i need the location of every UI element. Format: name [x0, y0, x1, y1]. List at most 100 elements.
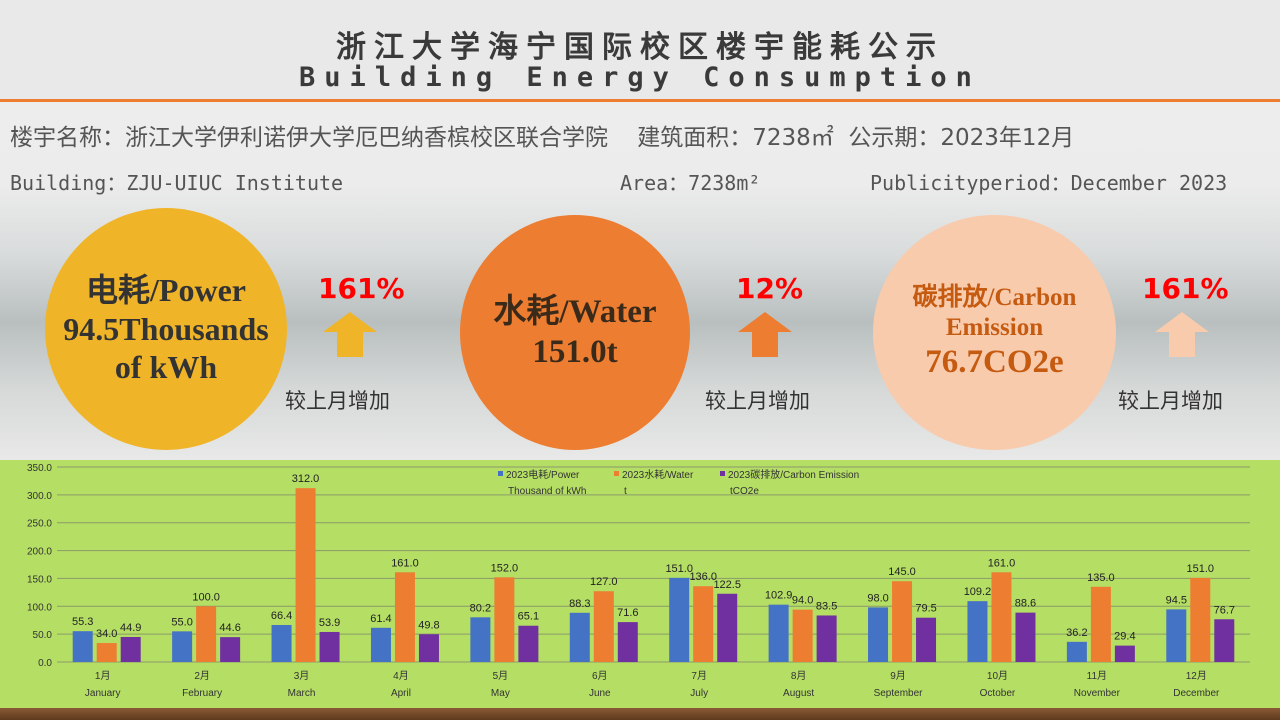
bar-water [494, 577, 515, 662]
legend-swatch [498, 471, 503, 476]
water-card: 水耗/Water 151.0t [460, 215, 690, 450]
water-value: 151.0t [532, 333, 618, 370]
x-tick-label-cn: 12月 [1186, 670, 1207, 682]
x-tick-label-en: September [874, 688, 924, 699]
data-label: 79.5 [915, 603, 936, 615]
bar-power [72, 631, 93, 662]
water-change: 12% [736, 272, 804, 305]
up-arrow-icon [323, 312, 377, 332]
data-label: 44.6 [219, 622, 240, 634]
bar-power [569, 612, 590, 662]
y-tick-label: 200.0 [27, 547, 52, 558]
building-info-cn: 楼宇名称：浙江大学伊利诺伊大学厄巴纳香槟校区联合学院 建筑面积：7238㎡ 公示… [10, 125, 1075, 151]
data-label: 53.9 [319, 617, 340, 629]
bar-power [1166, 609, 1187, 662]
water-title: 水耗/Water [493, 293, 657, 330]
x-tick-label-en: June [589, 688, 611, 699]
y-tick-label: 350.0 [27, 463, 52, 474]
bar-power [1066, 641, 1087, 662]
x-tick-label-en: August [783, 688, 814, 699]
water-compare: 较上月增加 [705, 389, 810, 413]
data-label: 80.2 [470, 602, 491, 614]
data-label: 136.0 [689, 571, 717, 583]
data-label: 152.0 [491, 562, 519, 574]
data-label: 127.0 [590, 576, 618, 588]
x-tick-label-en: April [391, 688, 411, 699]
bar-power [370, 627, 391, 662]
legend-label: 2023电耗/Power [506, 468, 580, 481]
data-label: 145.0 [888, 566, 916, 578]
data-label: 151.0 [1187, 563, 1215, 575]
x-tick-label-en: February [182, 688, 222, 699]
carbon-value: 76.7CO2e [925, 343, 1064, 380]
legend-label: 2023水耗/Water [622, 469, 694, 481]
data-label: 44.9 [120, 622, 141, 634]
bottom-frame [0, 708, 1280, 720]
bar-water [792, 609, 813, 662]
y-tick-label: 250.0 [27, 519, 52, 530]
bar-water [892, 581, 913, 662]
bar-carbon [617, 622, 638, 662]
x-tick-label-cn: 4月 [393, 670, 409, 682]
x-tick-label-en: July [690, 688, 708, 699]
legend-label-unit: Thousand of kWh [508, 486, 586, 497]
data-label: 161.0 [988, 557, 1016, 569]
data-label: 102.9 [765, 590, 793, 602]
up-arrow-icon-stem [337, 331, 363, 357]
data-label: 55.0 [171, 616, 192, 628]
power-card: 电耗/Power 94.5Thousands of kWh [45, 208, 287, 450]
bar-water [1090, 586, 1111, 662]
bar-carbon [1114, 645, 1135, 662]
data-label: 98.0 [867, 592, 888, 604]
x-tick-label-cn: 10月 [987, 670, 1008, 682]
bar-water [991, 572, 1012, 662]
header-divider [0, 99, 1280, 102]
data-label: 34.0 [96, 628, 117, 640]
bar-water [593, 591, 614, 662]
x-tick-label-en: October [980, 688, 1016, 699]
bar-power [768, 604, 789, 662]
title-en: Building Energy Consumption [299, 62, 981, 93]
data-label: 312.0 [292, 473, 320, 485]
bar-water [96, 643, 117, 662]
data-label: 76.7 [1214, 604, 1235, 616]
y-tick-label: 100.0 [27, 602, 52, 613]
bar-carbon [717, 593, 738, 662]
x-tick-label-en: December [1173, 688, 1220, 699]
data-label: 94.0 [792, 595, 813, 607]
x-tick-label-en: March [288, 688, 316, 699]
x-tick-label-cn: 1月 [95, 670, 111, 682]
data-label: 49.8 [418, 619, 439, 631]
x-tick-label-en: January [85, 688, 121, 699]
data-label: 100.0 [192, 591, 220, 603]
bar-water [196, 606, 217, 662]
bar-water [295, 488, 316, 662]
data-label: 88.6 [1015, 598, 1036, 610]
legend-label-unit: tCO2e [730, 486, 759, 497]
data-label: 135.0 [1087, 572, 1115, 584]
x-tick-label-en: May [491, 688, 510, 699]
bar-carbon [1015, 612, 1036, 662]
header: 浙江大学海宁国际校区楼宇能耗公示 Building Energy Consump… [0, 0, 1280, 100]
data-label: 71.6 [617, 607, 638, 619]
data-label: 65.1 [518, 611, 539, 623]
bar-carbon [916, 617, 937, 662]
data-label: 151.0 [665, 563, 693, 575]
legend-swatch [614, 471, 619, 476]
up-arrow-icon [738, 312, 792, 332]
data-label: 122.5 [713, 579, 741, 591]
data-label: 55.3 [72, 616, 93, 628]
legend-label-unit: t [624, 486, 627, 497]
bar-power [271, 625, 292, 662]
x-tick-label-cn: 5月 [493, 670, 509, 682]
bar-power [967, 601, 988, 662]
bar-power [172, 631, 193, 662]
carbon-compare: 较上月增加 [1118, 389, 1223, 413]
title-cn: 浙江大学海宁国际校区楼宇能耗公示 [336, 30, 944, 65]
bar-carbon [1214, 619, 1235, 662]
x-tick-label-cn: 8月 [791, 670, 807, 682]
bar-carbon [220, 637, 241, 662]
building-name-en: Building：ZJU-UIUC Institute [10, 171, 344, 195]
y-tick-label: 0.0 [38, 658, 52, 669]
up-arrow-icon-stem [1169, 331, 1195, 357]
